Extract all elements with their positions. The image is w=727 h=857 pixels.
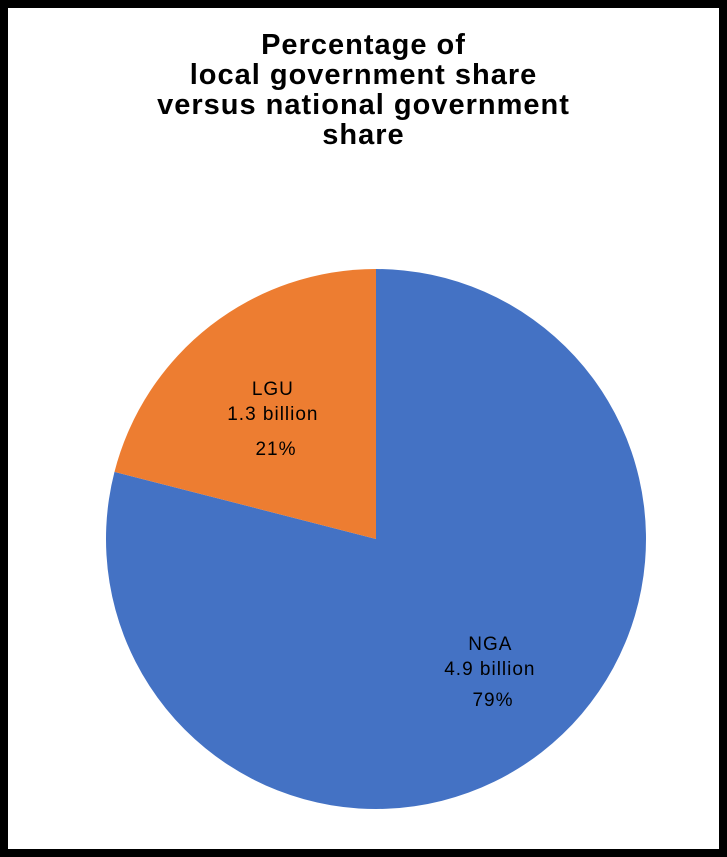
slice-label-nga: NGA 4.9 billion 79% xyxy=(444,634,542,711)
chart-title-line-3: versus national government xyxy=(157,89,570,121)
pie-labels: NGA 4.9 billion 79% LGU 1.3 billion 21% xyxy=(227,379,542,711)
chart-title-line-2: local government share xyxy=(189,59,538,91)
pie-slices xyxy=(106,269,647,809)
chart-title-line-1: Percentage of xyxy=(261,29,466,61)
pie-slice-nga xyxy=(106,269,647,809)
chart-title: Percentage of local government share ver… xyxy=(0,30,727,150)
pie-slice-lgu xyxy=(114,269,376,539)
slice-label-lgu: LGU 1.3 billion 21% xyxy=(227,379,325,460)
chart-title-line-4: share xyxy=(322,119,405,151)
